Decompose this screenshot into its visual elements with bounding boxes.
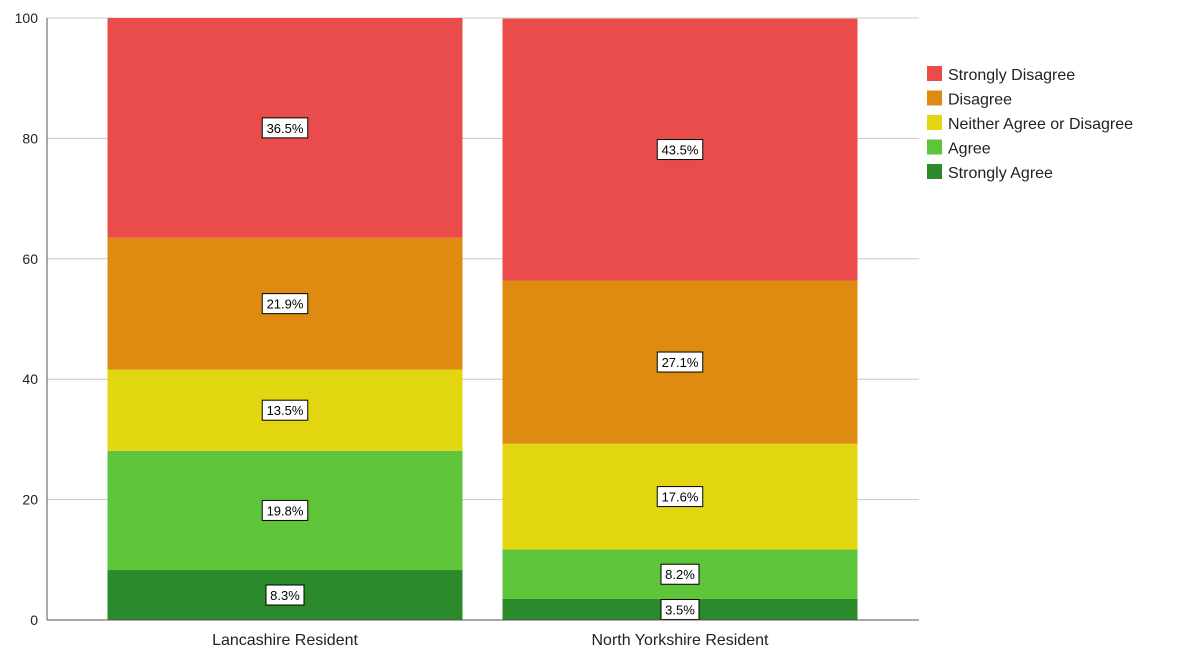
data-label-box: [261, 399, 309, 421]
legend-swatch: [927, 90, 942, 106]
legend-item: Strongly Agree: [927, 164, 1053, 182]
legend-item: Agree: [927, 139, 991, 158]
y-tick-label: 20: [22, 492, 38, 508]
data-label: 3.5%: [660, 598, 700, 620]
legend-item: Disagree: [927, 90, 1012, 109]
data-label: 13.5%: [261, 399, 309, 421]
data-label: 8.3%: [265, 584, 305, 606]
y-tick-label: 80: [22, 130, 38, 146]
axes: 0 20 40 60 80 100 Lancashire Resident North Yor…: [15, 10, 919, 649]
legend-label: Strongly Disagree: [948, 67, 1075, 84]
legend-swatch: [927, 66, 942, 81]
x-category-label: North Yorkshire Resident: [592, 632, 770, 649]
data-label-box: [660, 563, 700, 585]
legend-swatch: [927, 115, 942, 130]
y-tick-label: 60: [22, 251, 38, 267]
data-label-box: [656, 139, 704, 161]
legend-swatch: [927, 139, 942, 155]
data-label: 27.1%: [656, 351, 704, 373]
data-label: 8.2%: [660, 563, 700, 585]
data-label-box: [261, 293, 309, 315]
data-label-text: 17.6%: [662, 490, 699, 505]
bars: [107, 18, 858, 620]
data-label-box: [660, 598, 700, 620]
legend-swatch: [927, 164, 942, 179]
data-label-box: [656, 486, 704, 508]
data-label: 21.9%: [261, 293, 309, 315]
legend-label: Agree: [948, 141, 991, 158]
data-label: 17.6%: [656, 486, 704, 508]
y-tick-label: 40: [22, 371, 38, 387]
data-label: 36.5%: [261, 117, 309, 139]
data-label-box: [261, 499, 309, 521]
data-label: 43.5%: [656, 139, 704, 161]
data-label-text: 43.5%: [662, 143, 699, 158]
y-tick-label: 0: [30, 612, 38, 628]
y-tick-label: 100: [15, 10, 39, 26]
data-label-text: 27.1%: [662, 355, 699, 370]
data-label-box: [656, 351, 704, 373]
legend-item: Neither Agree or Disagree: [927, 115, 1133, 133]
legend-label: Neither Agree or Disagree: [948, 116, 1133, 133]
data-label-text: 8.3%: [270, 588, 300, 603]
legend: Strongly Disagree Disagree Neither Agree o…: [927, 66, 1133, 182]
legend-item: Strongly Disagree: [927, 66, 1075, 84]
data-label-text: 8.2%: [665, 567, 695, 582]
data-label-box: [261, 117, 309, 139]
data-label-text: 13.5%: [267, 403, 304, 418]
data-label-text: 19.8%: [267, 503, 304, 518]
legend-label: Disagree: [948, 92, 1012, 109]
data-labels: 8.3% 19.8% 13.5% 21.9% 36.5% 3.5% 8.2% 17.6% 27.…: [261, 117, 704, 620]
data-label-text: 3.5%: [665, 602, 695, 617]
legend-label: Strongly Agree: [948, 165, 1053, 182]
data-label-text: 21.9%: [267, 297, 304, 312]
data-label: 19.8%: [261, 499, 309, 521]
x-category-label: Lancashire Resident: [212, 632, 358, 649]
data-label-text: 36.5%: [267, 121, 304, 136]
data-label-box: [265, 584, 305, 606]
